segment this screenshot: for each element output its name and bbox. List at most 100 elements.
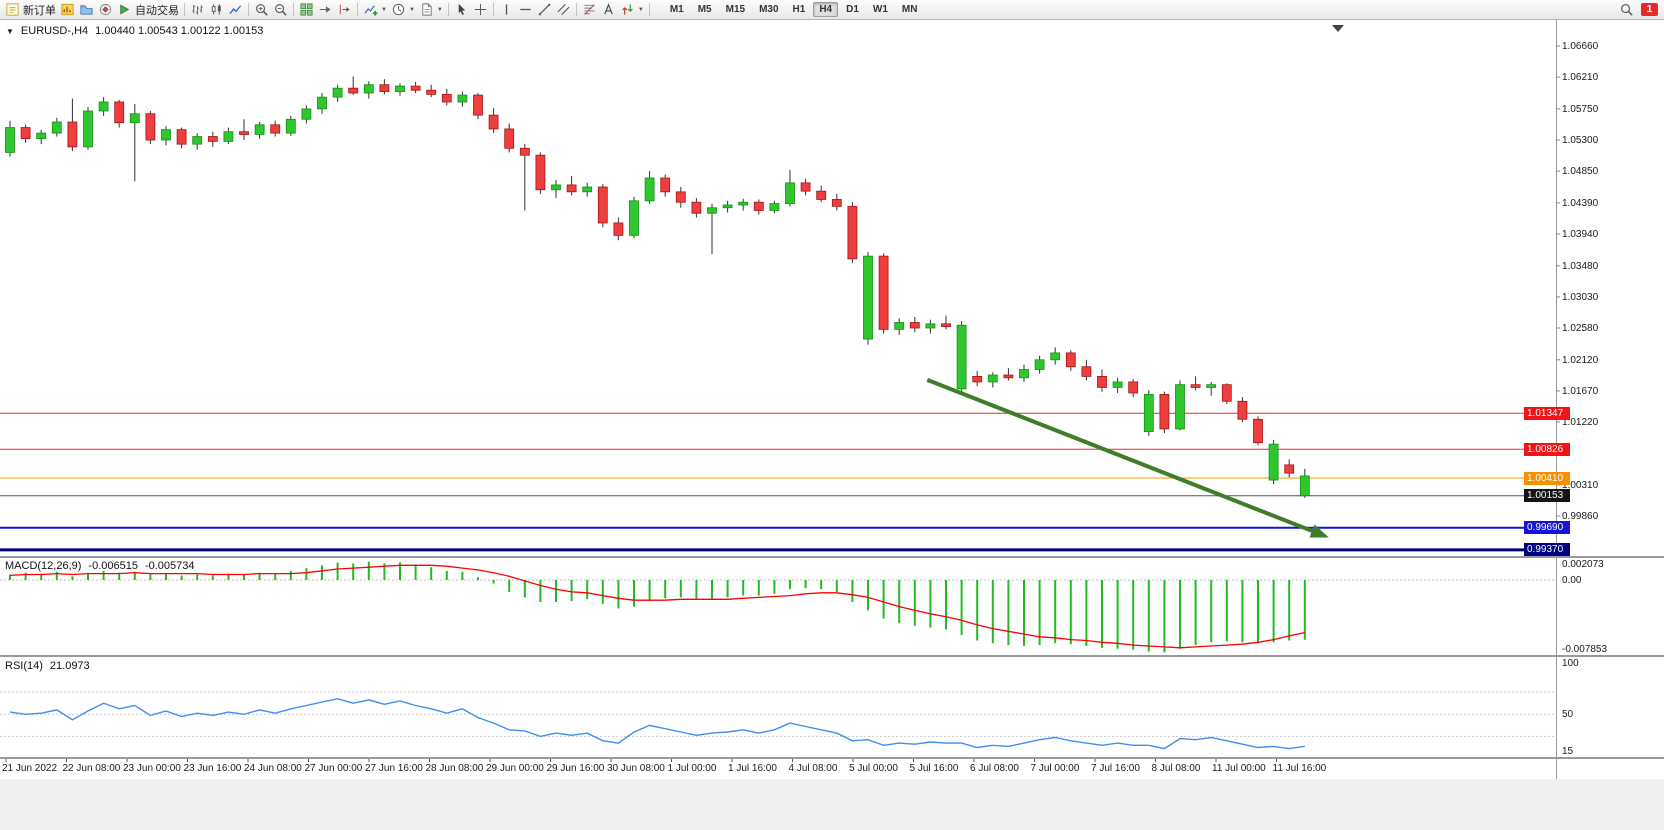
horizontal-line-icon[interactable] <box>516 1 535 18</box>
indicators-icon[interactable]: ▼ <box>361 1 389 18</box>
periods-icon[interactable]: ▼ <box>389 1 417 18</box>
panel-separator[interactable] <box>0 655 1664 657</box>
line-chart-icon <box>229 5 242 15</box>
trend-arrow[interactable] <box>926 377 1329 538</box>
templates-icon <box>422 3 432 16</box>
one-click-trading-arrow[interactable]: ▼ <box>6 26 14 36</box>
candle <box>1237 397 1248 423</box>
search-icon[interactable] <box>1617 1 1636 18</box>
cursor-icon <box>458 3 466 16</box>
equidistant-channel-icon[interactable] <box>554 1 573 18</box>
chart-background <box>0 19 1664 779</box>
panel-separator[interactable] <box>0 757 1664 759</box>
candle <box>644 171 655 204</box>
candle <box>395 83 405 96</box>
candlestick-chart-icon[interactable] <box>207 1 226 18</box>
timeframe-h1[interactable]: H1 <box>792 4 806 15</box>
timeframe-m15[interactable]: M15 <box>725 4 746 15</box>
crosshair-icon <box>474 3 486 16</box>
chart-shift-icon[interactable] <box>335 1 354 18</box>
new-chart-icon[interactable] <box>58 1 77 18</box>
rsi-value: 21.0973 <box>49 660 90 672</box>
timeframe-m30[interactable]: M30 <box>759 4 779 15</box>
line-chart-icon[interactable] <box>226 1 245 18</box>
panel-separator[interactable] <box>0 556 1664 558</box>
zoom-in-icon[interactable] <box>252 1 271 18</box>
bar-chart-icon[interactable] <box>188 1 207 18</box>
candle <box>98 97 109 116</box>
time-axis-label: 29 Jun 16:00 <box>546 763 605 774</box>
timeframe-m5[interactable]: M5 <box>697 4 712 15</box>
chart-shift-marker[interactable] <box>1332 25 1344 32</box>
zoom-out-icon <box>275 4 287 16</box>
macd-main-value: -0.006515 <box>88 560 138 572</box>
profiles-icon <box>80 5 93 15</box>
candle <box>457 91 468 107</box>
timeframe-m1[interactable]: M1 <box>669 4 684 15</box>
new-order-button[interactable]: 新订单 <box>3 1 58 18</box>
vertical-line-icon[interactable] <box>497 1 516 18</box>
notification-badge[interactable]: 1 <box>1641 3 1658 16</box>
cursor-icon[interactable] <box>452 1 471 18</box>
candlestick-chart-icon <box>211 4 221 15</box>
timeframe-d1[interactable]: D1 <box>846 4 859 15</box>
trendline-icon <box>538 3 551 16</box>
time-axis-label: 11 Jul 00:00 <box>1212 763 1266 774</box>
rsi-line <box>9 698 1305 750</box>
candle <box>1081 359 1092 381</box>
candle <box>161 126 171 146</box>
macd-axis-label: -0.007853 <box>1562 644 1608 655</box>
time-axis-label: 8 Jul 08:00 <box>1151 763 1201 774</box>
macd-signal-line <box>9 564 1305 649</box>
candle <box>441 88 452 106</box>
candle <box>707 203 717 255</box>
zoom-out-icon[interactable] <box>271 1 290 18</box>
candle <box>1206 381 1217 396</box>
candle <box>363 81 374 99</box>
timeframe-w1[interactable]: W1 <box>872 4 888 15</box>
candle <box>941 315 951 330</box>
time-axis-label: 11 Jul 16:00 <box>1272 763 1327 774</box>
candle <box>426 84 437 98</box>
tile-windows-icon[interactable] <box>297 1 316 18</box>
candle <box>909 316 920 333</box>
candle <box>878 253 889 334</box>
time-axis-label: 24 Jun 08:00 <box>244 763 302 774</box>
arrows-icon[interactable]: ▼ <box>618 1 646 18</box>
toolbar-separator <box>447 3 449 16</box>
text-label-icon <box>604 3 613 15</box>
text-label-icon[interactable] <box>599 1 618 18</box>
candle <box>5 120 15 157</box>
periods-caret-icon: ▼ <box>408 6 415 13</box>
time-axis-label: 27 Jun 16:00 <box>365 763 423 774</box>
candle <box>956 321 967 395</box>
fibonacci-icon[interactable] <box>580 1 599 18</box>
toolbar-separator <box>184 3 185 16</box>
price-badge-0.99690: 0.99690 <box>1524 521 1570 535</box>
timeframe-h4[interactable]: H4 <box>813 2 839 17</box>
toolbar-right: 1 <box>1617 1 1661 18</box>
time-axis-label: 7 Jul 00:00 <box>1030 763 1080 774</box>
templates-icon[interactable]: ▼ <box>417 1 445 18</box>
candle <box>301 105 312 124</box>
candle <box>254 122 265 139</box>
time-axis-label: 1 Jul 16:00 <box>728 763 777 774</box>
toolbar-separator <box>293 3 294 16</box>
time-axis-label: 7 Jul 16:00 <box>1091 763 1140 774</box>
price-axis-label: 1.03480 <box>1562 260 1599 272</box>
timeframe-bar: M1 M5 M15 M30 H1 H4 D1 W1 MN <box>663 2 925 17</box>
timeframe-mn[interactable]: MN <box>901 4 918 15</box>
profiles-icon[interactable] <box>77 1 96 18</box>
candle <box>223 127 234 145</box>
navigator-icon[interactable] <box>96 1 115 18</box>
price-axis-label: 1.06210 <box>1562 72 1599 84</box>
autotrading-button[interactable]: 自动交易 <box>115 1 181 18</box>
candle <box>566 175 577 196</box>
candle <box>1097 369 1107 392</box>
candle <box>519 144 530 211</box>
trendline-icon[interactable] <box>535 1 554 18</box>
crosshair-icon[interactable] <box>471 1 490 18</box>
auto-scroll-icon[interactable] <box>316 1 335 18</box>
candle <box>675 187 686 208</box>
